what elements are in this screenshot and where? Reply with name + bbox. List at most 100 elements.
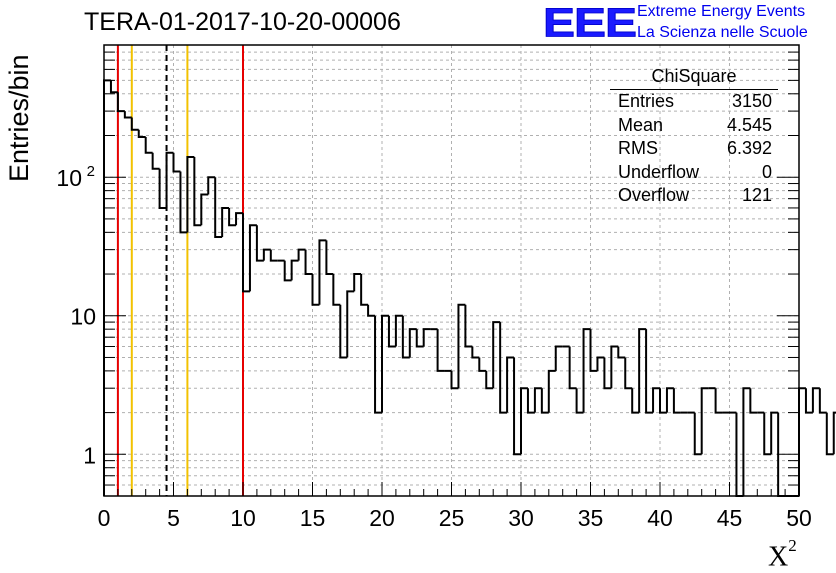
stats-row-underflow: Underflow 0 <box>610 161 778 185</box>
y-tick-label: 1 <box>83 442 96 468</box>
histogram-bin <box>540 388 549 414</box>
x-tick-label: 30 <box>508 505 534 531</box>
histogram-bin <box>214 177 223 239</box>
histogram-bin <box>116 92 125 113</box>
stats-title: ChiSquare <box>610 66 778 90</box>
histogram-bin <box>109 80 118 94</box>
stats-value: 121 <box>741 185 772 205</box>
histogram-bin <box>700 387 709 455</box>
stats-label: Underflow <box>618 161 700 182</box>
histogram-bin <box>506 356 515 413</box>
histogram-bin <box>255 225 264 262</box>
histogram-bin <box>311 274 320 306</box>
histogram-bin <box>659 388 667 414</box>
histogram-bin <box>617 346 626 359</box>
axis-tick-labels: 0 5 10 15 20 25 30 35 40 45 50 1 10 10 2 <box>56 163 811 531</box>
histogram-bin <box>645 329 654 414</box>
histogram-bin <box>492 321 501 389</box>
histogram-bin <box>520 387 528 455</box>
stats-value: 0 <box>761 161 772 182</box>
histogram-bin <box>151 152 160 170</box>
axis-ticks <box>103 44 800 497</box>
y-axis-label: Entries/bin <box>4 54 34 182</box>
histogram-bin <box>624 357 633 390</box>
histogram-bin <box>103 79 111 496</box>
histogram-bin <box>123 111 132 119</box>
brand-name: Extreme Energy Events <box>637 3 806 20</box>
histogram-bin <box>457 303 466 389</box>
histogram-bin <box>242 213 250 293</box>
y-tick-label: 10 <box>70 304 96 330</box>
histogram-bin <box>763 412 772 456</box>
histogram-bin <box>825 412 834 456</box>
histogram-bin <box>290 259 299 281</box>
histogram-bin <box>144 137 153 154</box>
stats-row-mean: Mean 4.545 <box>610 114 778 138</box>
histogram-bin <box>394 314 403 347</box>
histogram-bin <box>652 387 660 413</box>
stats-row-overflow: Overflow 121 <box>610 184 778 208</box>
stats-value: 3150 <box>731 91 772 111</box>
x-tick-label: 10 <box>230 505 256 531</box>
histogram-bin <box>207 176 216 195</box>
y-tick-label: 10 <box>56 165 82 191</box>
histogram-bin <box>596 356 605 371</box>
histogram-bin <box>485 370 494 390</box>
x-tick-label: 40 <box>647 505 673 531</box>
stats-label: Overflow <box>618 185 690 205</box>
stats-label: Entries <box>618 91 675 111</box>
histogram-bin <box>610 345 619 389</box>
histogram-bin <box>533 387 542 413</box>
histogram-bin <box>693 412 702 456</box>
histogram-bin <box>304 249 313 276</box>
x-tick-label: 50 <box>786 505 812 531</box>
histogram-bin <box>130 117 139 131</box>
stats-label: Mean <box>618 114 664 135</box>
histogram-bin <box>248 224 257 292</box>
stats-row-rms: RMS 6.392 <box>610 137 778 161</box>
histogram-bin <box>408 328 417 358</box>
histogram-bin <box>415 329 424 348</box>
histogram-bin <box>798 387 806 496</box>
x-tick-label: 45 <box>717 505 743 531</box>
histogram-bin <box>832 411 836 455</box>
brand-tagline: La Scienza nelle Scuole <box>637 24 808 41</box>
histogram-bin <box>770 411 779 455</box>
histogram-bin <box>235 212 243 226</box>
eee-logo: EEE <box>542 0 637 46</box>
histogram-bin <box>367 304 376 317</box>
histogram-bin <box>631 388 640 414</box>
histogram-bin <box>360 274 369 306</box>
x-tick-label: 35 <box>578 505 604 531</box>
histogram-bin <box>165 151 174 208</box>
x-tick-label: 25 <box>439 505 465 531</box>
histogram-bin <box>179 171 188 234</box>
histogram-bin <box>589 329 598 372</box>
histogram-bin <box>804 388 813 414</box>
y-tick-label-exponent: 2 <box>87 163 95 180</box>
histogram-bin <box>158 168 167 209</box>
histogram-bin <box>172 152 181 173</box>
x-tick-label: 15 <box>300 505 326 531</box>
histogram-bin <box>513 357 521 456</box>
histogram-bin <box>471 346 480 359</box>
histogram-bin <box>464 304 473 348</box>
histogram-bin <box>554 345 563 371</box>
histogram-bin <box>269 249 278 262</box>
x-tick-label: 20 <box>369 505 395 531</box>
histogram-bin <box>318 239 327 305</box>
x-tick-label: 0 <box>98 505 111 531</box>
histogram-bin <box>526 388 535 414</box>
grid-lines <box>104 44 799 497</box>
histogram-bin <box>339 304 348 359</box>
histogram-bin <box>436 329 445 372</box>
histogram-bin <box>346 290 355 358</box>
x-axis-label-superscript: 2 <box>788 536 797 555</box>
stats-box: ChiSquare Entries 3150 Mean 4.545 RMS 6.… <box>610 66 778 208</box>
histogram-bin <box>374 315 382 414</box>
histogram-bin <box>672 388 681 414</box>
histogram-bin <box>422 328 431 347</box>
histogram-bin <box>749 388 758 414</box>
plot-title: TERA-01-2017-10-20-00006 <box>84 8 401 36</box>
histogram-bin <box>742 387 751 496</box>
